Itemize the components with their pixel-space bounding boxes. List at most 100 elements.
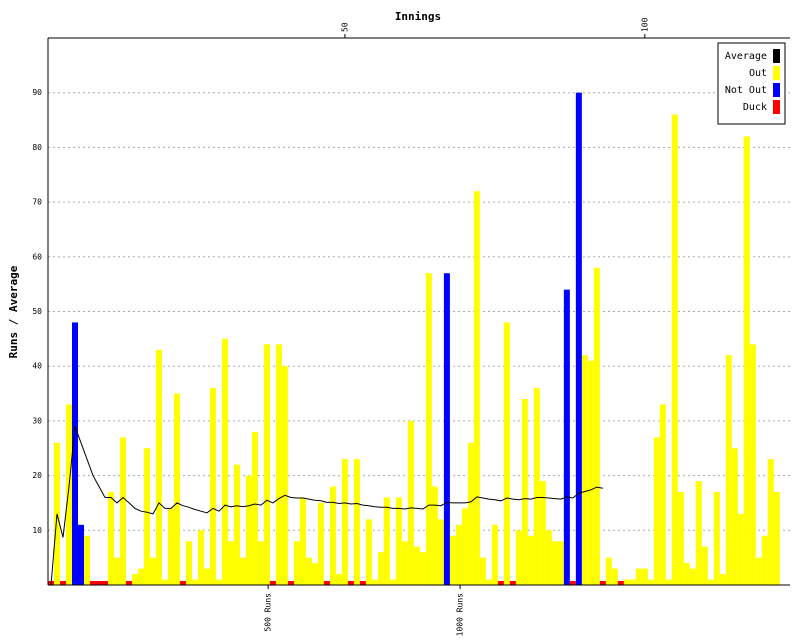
bar	[497, 581, 504, 585]
bar	[119, 437, 126, 585]
y-tick-label: 70	[32, 198, 42, 207]
bar	[659, 404, 666, 585]
bar	[755, 557, 762, 585]
bar	[611, 568, 618, 585]
bar	[431, 486, 438, 585]
bar	[395, 497, 402, 585]
bar	[161, 579, 168, 585]
bar	[329, 486, 336, 585]
bar	[215, 579, 222, 585]
bar	[479, 557, 486, 585]
bar	[377, 552, 384, 585]
bar	[539, 481, 546, 585]
y-tick-label: 90	[32, 88, 42, 97]
y-tick-label: 50	[32, 307, 42, 316]
bar	[503, 322, 510, 585]
bar	[257, 541, 264, 585]
bar	[407, 420, 414, 585]
bar	[569, 581, 576, 585]
bar	[137, 568, 144, 585]
bar	[389, 579, 396, 585]
bar	[209, 388, 216, 585]
bar	[749, 344, 756, 585]
bar	[509, 581, 516, 585]
bar	[305, 557, 312, 585]
bar	[341, 459, 348, 585]
bar	[65, 404, 72, 585]
bar	[473, 191, 480, 585]
bar	[689, 568, 696, 585]
chart-title: Innings	[395, 10, 441, 23]
bar	[599, 581, 606, 585]
bar	[449, 535, 456, 585]
bar	[143, 448, 150, 585]
bar	[245, 475, 252, 585]
bar	[425, 273, 432, 585]
bar	[185, 541, 192, 585]
bar	[587, 360, 594, 585]
bar	[125, 581, 132, 585]
bar	[251, 431, 258, 585]
bar	[491, 524, 498, 585]
bar	[383, 497, 390, 585]
bar	[743, 136, 750, 585]
top-tick-label: 50	[340, 22, 349, 32]
bar	[605, 557, 612, 585]
bar	[731, 448, 738, 585]
bottom-tick-label: 1000 Runs	[456, 593, 465, 637]
bar	[281, 366, 288, 585]
bar	[353, 459, 360, 585]
bar	[173, 393, 180, 585]
bar	[95, 581, 102, 585]
bar	[713, 492, 720, 585]
legend-swatch	[773, 100, 780, 114]
bar	[197, 530, 204, 585]
bar	[455, 524, 462, 585]
bar	[323, 581, 330, 585]
bar	[77, 524, 84, 585]
bar	[719, 574, 726, 585]
y-tick-label: 60	[32, 252, 42, 261]
bar	[557, 541, 564, 585]
legend-swatch	[773, 83, 780, 97]
bar	[665, 579, 672, 585]
bar	[767, 459, 774, 585]
bar	[593, 267, 600, 585]
bar	[131, 574, 138, 585]
bar	[533, 388, 540, 585]
bar	[359, 581, 366, 585]
bar	[83, 535, 90, 585]
bar	[227, 541, 234, 585]
legend-label: Average	[725, 51, 767, 62]
bar	[701, 546, 708, 585]
bar	[467, 442, 474, 585]
average-line	[50, 426, 603, 586]
bar	[437, 519, 444, 585]
bar	[401, 541, 408, 585]
bar	[575, 92, 582, 585]
bar	[149, 557, 156, 585]
bar	[737, 513, 744, 585]
bar	[365, 519, 372, 585]
top-tick-label: 100	[640, 17, 649, 32]
bar	[335, 574, 342, 585]
y-tick-label: 10	[32, 526, 42, 535]
bar	[581, 355, 588, 585]
bar	[707, 579, 714, 585]
bar	[527, 535, 534, 585]
bar	[155, 349, 162, 585]
bar	[287, 581, 294, 585]
bar	[485, 579, 492, 585]
bar	[653, 437, 660, 585]
bar	[413, 546, 420, 585]
bar	[275, 344, 282, 585]
bar	[371, 579, 378, 585]
bar	[623, 579, 630, 585]
bar	[89, 581, 96, 585]
legend-swatch	[773, 49, 780, 63]
bar	[239, 557, 246, 585]
bar	[677, 492, 684, 585]
bar	[347, 581, 354, 585]
bar	[545, 530, 552, 585]
